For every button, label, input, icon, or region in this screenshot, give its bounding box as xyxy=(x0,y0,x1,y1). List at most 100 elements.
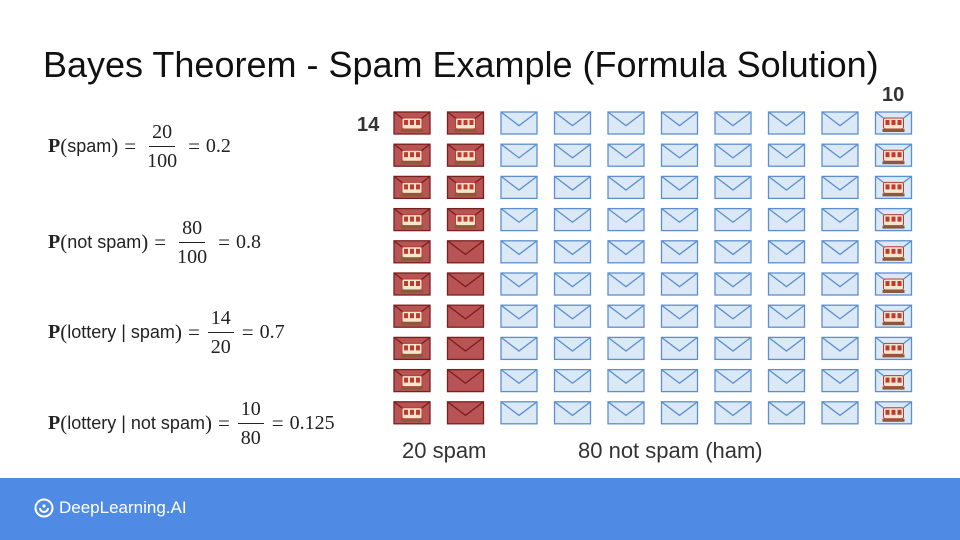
ham-email-icon xyxy=(767,368,806,393)
ham-email-icon xyxy=(821,304,859,328)
ham-email-icon xyxy=(714,401,752,425)
spam-email-icon xyxy=(446,175,485,200)
numerator: 80 xyxy=(179,216,206,243)
ham-email-icon xyxy=(500,207,538,232)
ham-email-icon xyxy=(660,272,699,296)
ham-email-icon xyxy=(874,368,913,393)
close-paren: ) xyxy=(111,134,119,158)
ham-group-label: 80 not spam (ham) xyxy=(578,438,763,463)
prob-symbol: P xyxy=(48,321,61,343)
ham-email-icon xyxy=(607,401,645,425)
ham-email-icon xyxy=(660,111,699,135)
ham-email-icon xyxy=(553,336,592,361)
fraction: 80 100 xyxy=(174,216,210,269)
event-label: spam xyxy=(67,136,112,156)
result-value: 0.125 xyxy=(289,412,335,434)
denominator: 100 xyxy=(177,246,208,268)
ham-email-icon xyxy=(553,272,592,296)
ham-email-icon xyxy=(607,336,645,361)
spam-email-icon xyxy=(446,111,485,135)
event-label: not spam xyxy=(67,232,142,252)
denominator: 80 xyxy=(240,427,261,449)
fraction: 14 20 xyxy=(207,306,234,359)
ham-email-icon xyxy=(821,401,859,425)
close-paren: ) xyxy=(141,230,149,254)
ham-email-icon xyxy=(500,272,538,296)
equals-sign: = xyxy=(187,320,200,344)
ham-email-icon xyxy=(714,240,752,264)
ham-email-icon xyxy=(500,111,538,135)
spam-email-icon xyxy=(446,336,485,361)
ham-email-icon xyxy=(660,240,699,264)
ham-email-icon xyxy=(553,207,592,232)
equals-sign: = xyxy=(271,411,284,435)
equals-sign: = xyxy=(124,134,137,158)
equals-sign: = xyxy=(217,411,230,435)
ham-email-icon xyxy=(714,111,752,135)
ham-email-icon xyxy=(553,240,592,264)
deeplearning-logo: DeepLearning.AI xyxy=(34,498,187,518)
denominator: 20 xyxy=(210,336,231,358)
ham-email-icon xyxy=(874,240,913,264)
ham-email-icon xyxy=(874,111,913,135)
ham-email-icon xyxy=(821,240,859,264)
spam-email-icon xyxy=(393,175,431,200)
ham-lottery-count: 10 xyxy=(882,84,905,106)
spam-email-icon xyxy=(393,368,431,393)
spam-email-icon xyxy=(446,304,485,328)
ham-email-icon xyxy=(874,336,913,361)
ham-email-icon xyxy=(553,401,592,425)
ham-email-icon xyxy=(874,304,913,328)
open-paren: ( xyxy=(60,320,68,344)
spam-email-icon xyxy=(446,401,485,425)
ham-email-icon xyxy=(714,175,752,200)
spam-lottery-count: 14 xyxy=(357,114,380,136)
spam-email-icon xyxy=(393,336,431,361)
ham-email-icon xyxy=(821,207,859,232)
ham-email-icon xyxy=(714,304,752,328)
ham-email-icon xyxy=(607,175,645,200)
spam-email-icon xyxy=(446,207,485,232)
ham-email-icon xyxy=(714,143,752,167)
deeplearning-logo-icon xyxy=(34,498,54,518)
spam-email-icon xyxy=(393,143,431,167)
open-paren: ( xyxy=(60,230,68,254)
ham-email-icon xyxy=(500,368,538,393)
spam-email-icon xyxy=(446,368,485,393)
ham-email-icon xyxy=(607,304,645,328)
equals-sign: = xyxy=(188,134,200,158)
result-value: 0.2 xyxy=(205,135,231,157)
footer-bar: DeepLearning.AI xyxy=(0,478,960,540)
fraction: 20 100 xyxy=(144,120,180,173)
ham-email-icon xyxy=(874,401,913,425)
ham-email-icon xyxy=(714,336,752,361)
ham-email-icon xyxy=(660,401,699,425)
numerator: 20 xyxy=(149,120,176,147)
logo-text: DeepLearning.AI xyxy=(59,498,187,517)
ham-email-icon xyxy=(874,143,913,167)
ham-email-icon xyxy=(767,143,806,167)
equals-sign: = xyxy=(218,230,230,254)
ham-email-icon xyxy=(607,111,645,135)
ham-email-icon xyxy=(500,175,538,200)
ham-email-icon xyxy=(767,304,806,328)
spam-email-icon xyxy=(393,111,431,135)
close-paren: ) xyxy=(174,320,182,344)
formula-p-lottery-given-spam: P ( lottery | spam ) = 14 20 = 0.7 xyxy=(48,306,285,359)
open-paren: ( xyxy=(60,134,68,158)
fraction: 10 80 xyxy=(237,397,264,450)
spam-email-icon xyxy=(393,207,431,232)
prob-symbol: P xyxy=(48,412,61,434)
ham-email-icon xyxy=(874,175,913,200)
ham-email-icon xyxy=(821,336,859,361)
numerator: 14 xyxy=(207,306,234,333)
denominator: 100 xyxy=(147,150,178,172)
spam-email-icon xyxy=(446,240,485,264)
ham-email-icon xyxy=(500,143,538,167)
ham-email-icon xyxy=(767,272,806,296)
prob-symbol: P xyxy=(48,135,61,157)
open-paren: ( xyxy=(60,411,68,435)
equals-sign: = xyxy=(154,230,167,254)
ham-email-icon xyxy=(714,368,752,393)
ham-email-icon xyxy=(767,336,806,361)
